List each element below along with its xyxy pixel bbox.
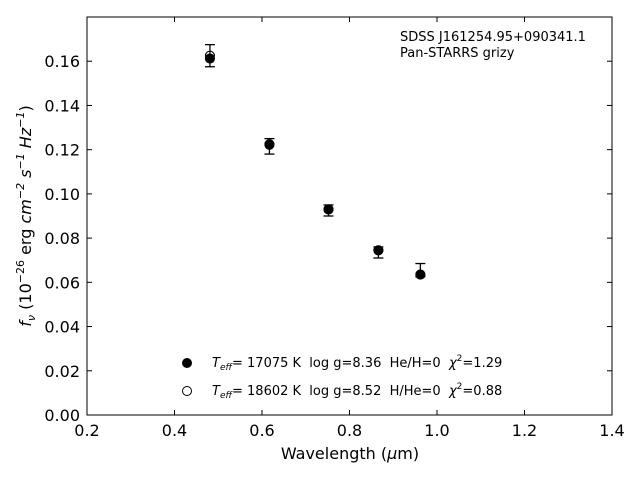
y-tick-label: 0.16	[44, 52, 80, 71]
y-tick-label: 0.12	[44, 141, 80, 160]
legend-marker-open	[182, 386, 192, 396]
x-tick-label: 0.4	[162, 421, 187, 440]
y-tick-label: 0.10	[44, 185, 80, 204]
y-tick-labels: 0.00 0.02 0.04 0.06 0.08 0.10 0.12 0.14 0.16	[44, 52, 80, 425]
y-tick-label: 0.06	[44, 273, 80, 292]
legend-marker-filled	[182, 358, 192, 368]
y-tick-label: 0.14	[44, 96, 80, 115]
x-tick-labels: 0.2 0.4 0.6 0.8 1.0 1.2 1.4	[74, 421, 624, 440]
x-tick-label: 0.8	[337, 421, 362, 440]
y-tick-label: 0.00	[44, 406, 80, 425]
x-tick-label: 1.2	[512, 421, 537, 440]
observed-error-bars	[204, 43, 426, 278]
y-axis-label: fν (10−26 erg cm−2 s−1 Hz−1)	[14, 105, 38, 326]
x-tick-label: 0.6	[249, 421, 274, 440]
object-name-annotation: SDSS J161254.95+090341.1	[400, 30, 586, 45]
model-point-open	[373, 245, 384, 256]
y-tick-label: 0.04	[44, 318, 80, 337]
legend-entry-1: Teff= 17075 K log g=8.36 He/H=0 χ2=1.29	[212, 354, 502, 373]
model-point-open	[204, 50, 215, 61]
x-tick-label: 0.2	[74, 421, 99, 440]
x-tick-label: 1.0	[424, 421, 449, 440]
model-point-open	[323, 204, 334, 215]
model-points	[204, 50, 426, 280]
model-point-filled	[204, 53, 215, 64]
legend: Teff= 17075 K log g=8.36 He/H=0 χ2=1.29 …	[182, 354, 502, 401]
plot-frame	[86, 16, 613, 416]
model-point-open	[415, 269, 426, 280]
x-axis-label: Wavelength (μm)	[281, 444, 419, 463]
y-tick-label: 0.08	[44, 229, 80, 248]
y-tick-label: 0.02	[44, 362, 80, 381]
model-point-open	[264, 139, 275, 150]
x-tick-label: 1.4	[599, 421, 624, 440]
legend-entry-2: Teff= 18602 K log g=8.52 H/He=0 χ2=0.88	[212, 382, 502, 401]
survey-annotation: Pan-STARRS grizy	[400, 46, 515, 61]
